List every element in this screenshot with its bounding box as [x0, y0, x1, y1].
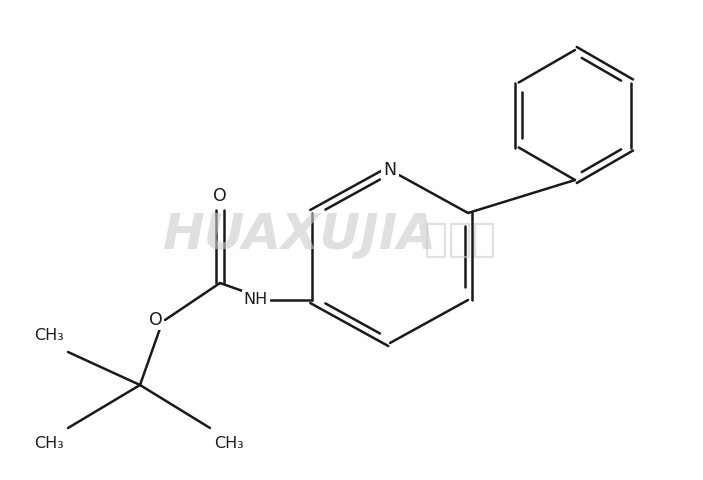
Text: HUAXUJIA: HUAXUJIA	[163, 211, 437, 259]
Text: CH₃: CH₃	[214, 436, 244, 452]
Text: 化学加: 化学加	[424, 220, 496, 260]
Text: CH₃: CH₃	[34, 436, 64, 452]
Text: CH₃: CH₃	[34, 328, 64, 344]
Text: NH: NH	[244, 292, 268, 308]
Text: O: O	[213, 187, 227, 205]
Text: O: O	[149, 311, 163, 329]
Text: N: N	[383, 161, 396, 179]
